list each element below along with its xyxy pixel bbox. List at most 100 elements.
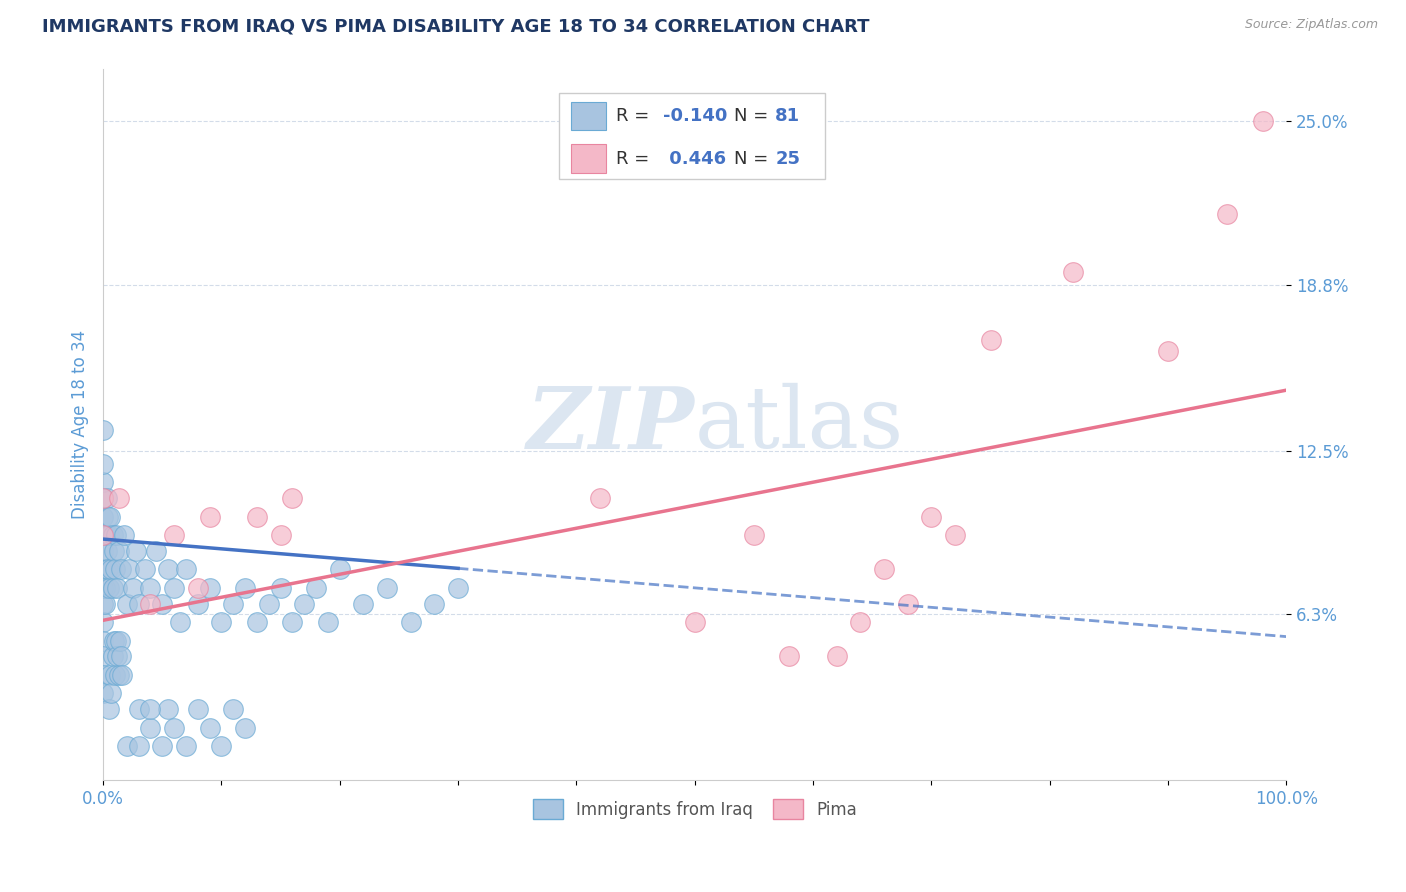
Point: [107, 544, 129, 558]
Y-axis label: Disability Age 18 to 34: Disability Age 18 to 34: [72, 330, 89, 519]
Point: [825, 649, 848, 664]
Text: 0.446: 0.446: [662, 150, 725, 168]
Point: [281, 491, 304, 506]
Point: [97, 562, 120, 576]
FancyBboxPatch shape: [571, 102, 606, 130]
Point: [91, 475, 114, 490]
Point: [169, 615, 191, 629]
Point: [163, 721, 186, 735]
Point: [91, 562, 114, 576]
Point: [103, 544, 125, 558]
Point: [222, 597, 245, 611]
Point: [107, 491, 129, 506]
Point: [91, 491, 114, 506]
Point: [128, 597, 150, 611]
Point: [110, 562, 132, 576]
Point: [101, 581, 124, 595]
Point: [121, 581, 143, 595]
Point: [98, 509, 121, 524]
Point: [91, 615, 114, 629]
Point: [112, 528, 135, 542]
Point: [91, 544, 114, 558]
Point: [91, 581, 114, 595]
Point: [897, 597, 920, 611]
Point: [94, 562, 117, 576]
Point: [920, 509, 942, 524]
Text: 81: 81: [775, 107, 800, 125]
Point: [97, 509, 120, 524]
Point: [329, 562, 352, 576]
Point: [139, 597, 162, 611]
Point: [105, 581, 128, 595]
Point: [115, 739, 138, 753]
Text: atlas: atlas: [695, 383, 904, 466]
Point: [104, 668, 127, 682]
Legend: Immigrants from Iraq, Pima: Immigrants from Iraq, Pima: [526, 793, 863, 825]
Point: [98, 702, 121, 716]
Point: [163, 528, 186, 542]
Point: [91, 686, 114, 700]
Point: [211, 739, 233, 753]
Point: [292, 597, 315, 611]
Point: [1062, 264, 1084, 278]
Point: [157, 562, 180, 576]
Point: [980, 333, 1002, 347]
Point: [107, 668, 129, 682]
Point: [316, 615, 339, 629]
Point: [233, 721, 256, 735]
Point: [873, 562, 896, 576]
Point: [98, 668, 121, 682]
Point: [104, 562, 127, 576]
Point: [91, 509, 114, 524]
Point: [423, 597, 446, 611]
Text: R =: R =: [616, 150, 648, 168]
Point: [101, 528, 124, 542]
Point: [270, 581, 292, 595]
Point: [91, 597, 114, 611]
Point: [91, 491, 114, 506]
Point: [1157, 343, 1180, 358]
Point: [100, 686, 122, 700]
Point: [94, 597, 117, 611]
Point: [139, 721, 162, 735]
Text: -0.140: -0.140: [662, 107, 727, 125]
Point: [91, 668, 114, 682]
Point: [943, 528, 966, 542]
Text: N =: N =: [734, 107, 768, 125]
Point: [150, 597, 173, 611]
Text: 25: 25: [775, 150, 800, 168]
Point: [187, 702, 209, 716]
Point: [198, 581, 221, 595]
Text: IMMIGRANTS FROM IRAQ VS PIMA DISABILITY AGE 18 TO 34 CORRELATION CHART: IMMIGRANTS FROM IRAQ VS PIMA DISABILITY …: [42, 18, 870, 36]
Point: [353, 597, 375, 611]
Point: [447, 581, 470, 595]
Point: [257, 597, 280, 611]
Point: [187, 581, 209, 595]
Text: N =: N =: [734, 150, 768, 168]
Point: [91, 633, 114, 648]
Point: [157, 702, 180, 716]
Point: [125, 544, 148, 558]
Point: [139, 581, 162, 595]
Point: [589, 491, 612, 506]
Point: [128, 702, 150, 716]
Text: Source: ZipAtlas.com: Source: ZipAtlas.com: [1244, 18, 1378, 31]
Point: [1216, 206, 1239, 220]
Point: [145, 544, 167, 558]
Point: [105, 633, 128, 648]
Point: [91, 457, 114, 471]
Point: [103, 633, 125, 648]
FancyBboxPatch shape: [558, 94, 825, 178]
Point: [222, 702, 245, 716]
Point: [198, 509, 221, 524]
Point: [211, 615, 233, 629]
Point: [98, 581, 121, 595]
Point: [110, 649, 132, 664]
Point: [101, 649, 124, 664]
Point: [1251, 114, 1274, 128]
Text: ZIP: ZIP: [527, 383, 695, 467]
Point: [399, 615, 422, 629]
Point: [91, 528, 114, 542]
Point: [778, 649, 800, 664]
Point: [246, 509, 269, 524]
